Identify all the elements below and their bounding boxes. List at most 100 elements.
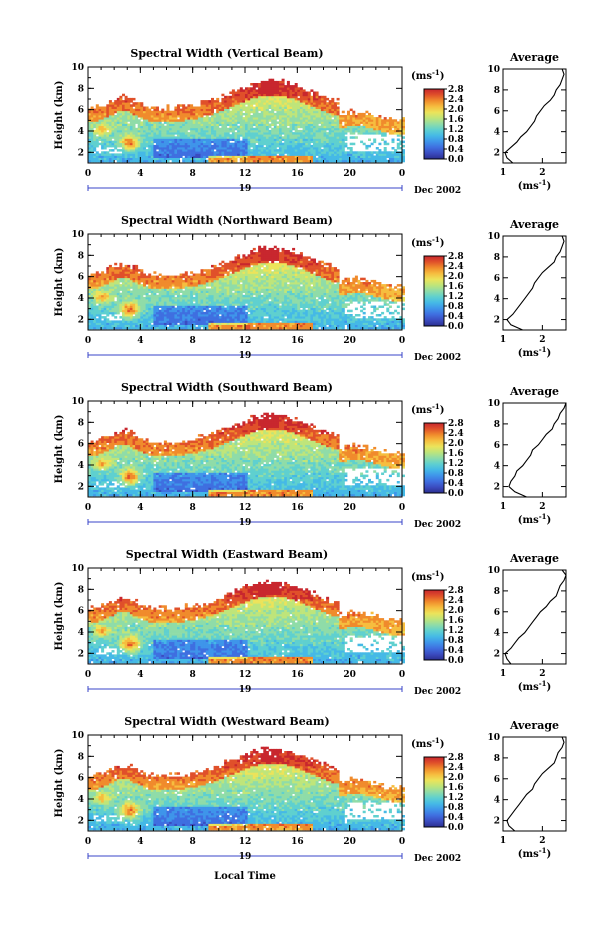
heatmap-cell (337, 151, 340, 154)
heatmap-cell (232, 100, 235, 103)
heatmap-cell (321, 132, 324, 135)
heatmap-cell (151, 306, 154, 309)
heatmap-cell (206, 126, 209, 129)
heatmap-cell (164, 325, 167, 328)
heatmap-cell (112, 113, 115, 116)
heatmap-cell (224, 107, 227, 110)
heatmap-cell (378, 126, 381, 129)
heatmap-cell (159, 306, 162, 309)
heatmap-cell (109, 312, 112, 315)
heatmap-cell (203, 151, 206, 154)
heatmap-cell (376, 158, 379, 161)
heatmap-cell (206, 293, 209, 296)
heatmap-cell (266, 107, 269, 110)
heatmap-cell (310, 100, 313, 103)
heatmap-cell (300, 126, 303, 129)
heatmap-cell (303, 139, 306, 142)
heatmap-cell (303, 100, 306, 103)
heatmap-cell (174, 308, 177, 311)
heatmap-cell (96, 132, 99, 135)
heatmap-cell (282, 151, 285, 154)
heatmap-cell (201, 306, 204, 309)
heatmap-cell (258, 119, 261, 122)
heatmap-cell (237, 312, 240, 315)
heatmap-cell (201, 280, 204, 283)
heatmap-cell (269, 151, 272, 154)
heatmap-cell (303, 126, 306, 129)
heatmap-cell (164, 299, 167, 302)
heatmap-cell (119, 286, 122, 289)
heatmap-cell (182, 158, 185, 161)
heatmap-cell (235, 308, 238, 311)
heatmap-cell (114, 316, 117, 319)
heatmap-cell (229, 143, 232, 146)
heatmap-cell (292, 100, 295, 103)
heatmap-cell (258, 132, 261, 135)
heatmap-cell (125, 306, 128, 309)
heatmap-cell (229, 286, 232, 289)
heatmap-cell (339, 151, 342, 154)
heatmap-cell (138, 139, 141, 142)
heatmap-cell (148, 139, 151, 142)
heatmap-cell (334, 119, 337, 122)
heatmap-cell (125, 126, 128, 129)
heatmap-cell (287, 132, 290, 135)
heatmap-cell (206, 312, 209, 315)
heatmap-cell (347, 119, 350, 122)
heatmap-cell (248, 119, 251, 122)
heatmap-cell (373, 117, 376, 120)
heatmap-cell (151, 119, 154, 122)
heatmap-cell (133, 126, 136, 129)
heatmap-cell (276, 94, 279, 97)
heatmap-cell (104, 132, 107, 135)
heatmap-cell (177, 107, 180, 110)
heatmap-cell (156, 280, 159, 283)
heatmap-cell (164, 318, 167, 321)
heatmap-cell (282, 81, 285, 84)
heatmap-cell (376, 132, 379, 135)
heatmap-cell (190, 293, 193, 296)
heatmap-cell (208, 312, 211, 315)
heatmap-cell (114, 312, 117, 315)
heatmap-cell (153, 113, 156, 116)
heatmap-cell (93, 274, 96, 277)
heatmap-cell (276, 81, 279, 84)
heatmap-cell (318, 96, 321, 99)
heatmap-cell (224, 308, 227, 311)
heatmap-cell (211, 119, 214, 122)
heatmap-cell (172, 139, 175, 142)
heatmap-cell (119, 100, 122, 103)
heatmap-cell (130, 299, 133, 302)
heatmap-cell (358, 132, 361, 135)
heatmap-cell (112, 141, 115, 144)
heatmap-cell (237, 126, 240, 129)
heatmap-cell (151, 299, 154, 302)
heatmap-cell (378, 115, 381, 118)
heatmap-cell (235, 267, 238, 270)
panel-2: Spectral Width (Northward Beam)246810Hei… (54, 214, 566, 363)
heatmap-cell (122, 107, 125, 110)
heatmap-cell (130, 291, 133, 294)
heatmap-cell (316, 119, 319, 122)
heatmap-cell (224, 113, 227, 116)
heatmap-cell (211, 139, 214, 142)
heatmap-cell (198, 107, 201, 110)
heatmap-cell (256, 139, 259, 142)
heatmap-cell (258, 126, 261, 129)
heatmap-cell (371, 115, 374, 118)
heatmap-cell (133, 119, 136, 122)
heatmap-cell (331, 132, 334, 135)
heatmap-cell (290, 87, 293, 90)
heatmap-cell (365, 145, 368, 148)
heatmap-cell (219, 128, 222, 131)
heatmap-cell (279, 145, 282, 148)
heatmap-cell (248, 126, 251, 129)
heatmap-cell (117, 312, 120, 315)
heatmap-cell (360, 158, 363, 161)
heatmap-cell (276, 107, 279, 110)
heatmap-cell (242, 312, 245, 315)
average-y-tick-label: 2 (494, 149, 500, 159)
heatmap-cell (227, 312, 230, 315)
heatmap-cell (229, 325, 232, 328)
heatmap-cell (352, 126, 355, 129)
